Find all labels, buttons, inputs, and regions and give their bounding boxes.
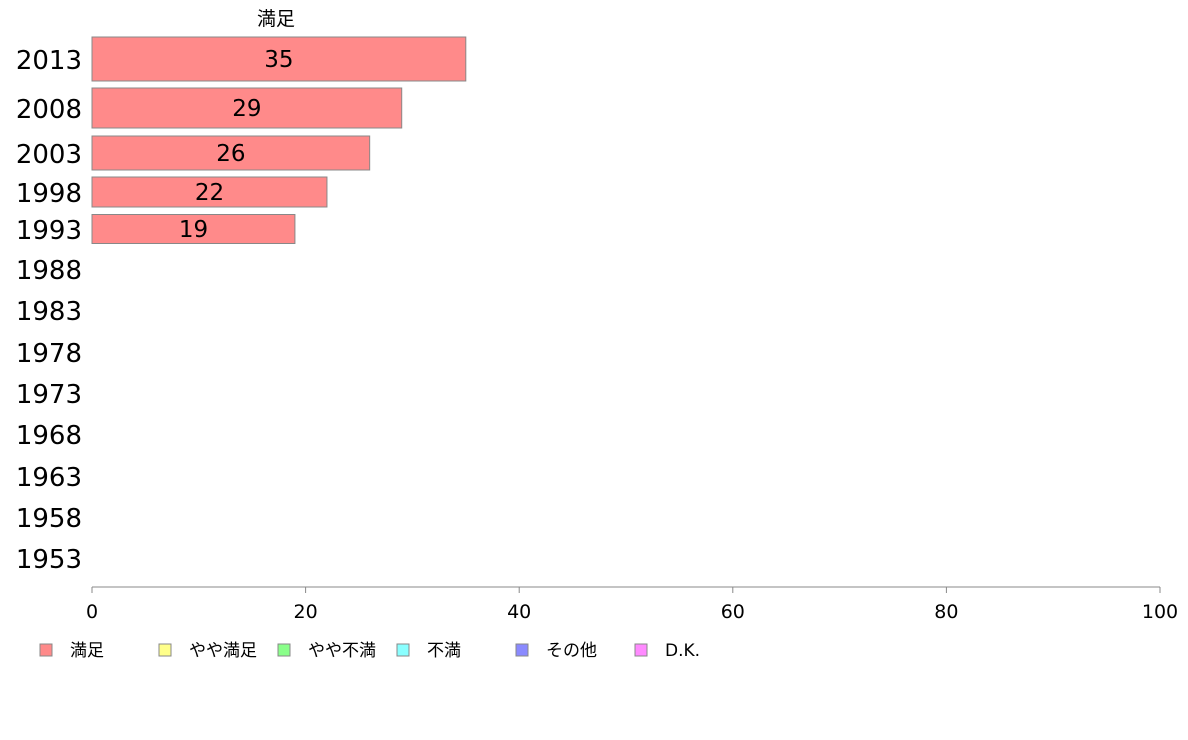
y-tick-label: 1968 [16, 421, 82, 451]
y-tick-label: 1993 [16, 216, 82, 246]
x-tick-label: 100 [1142, 601, 1178, 623]
x-axis: 0 20 40 60 80 100 [86, 586, 1178, 623]
legend-swatch [39, 643, 53, 657]
legend-swatch [634, 643, 648, 657]
legend-label: 満足 [70, 641, 104, 661]
x-tick-label: 60 [721, 601, 745, 623]
legend: 満足 やや満足 やや不満 不満 その他 D.K. [39, 641, 700, 661]
x-tick-label: 20 [294, 601, 318, 623]
legend-swatch [396, 643, 410, 657]
x-tick-label: 0 [86, 601, 98, 623]
y-axis-labels: 2013 2008 2003 1998 1993 1988 1983 1978 1973 1968… [16, 46, 82, 575]
x-tick-label: 80 [934, 601, 958, 623]
y-tick-label: 2008 [16, 95, 82, 125]
x-tick-label: 40 [507, 601, 531, 623]
y-tick-label: 1978 [16, 339, 82, 369]
y-tick-label: 1958 [16, 504, 82, 534]
bar [91, 176, 328, 208]
y-tick-label: 1998 [16, 179, 82, 209]
data-label: 22 [195, 180, 224, 206]
legend-label: やや満足 [189, 641, 257, 661]
data-label: 19 [179, 217, 208, 243]
legend-label: D.K. [665, 641, 700, 661]
series-header-label: 満足 [257, 8, 295, 30]
legend-label: やや不満 [308, 641, 376, 661]
bar [91, 214, 296, 244]
y-tick-label: 1983 [16, 297, 82, 327]
bar [91, 36, 467, 82]
y-tick-label: 1963 [16, 463, 82, 493]
legend-label: その他 [546, 641, 597, 661]
bar [91, 87, 403, 129]
data-label: 29 [232, 96, 261, 122]
bar [91, 135, 371, 171]
y-tick-label: 1988 [16, 256, 82, 286]
legend-swatch [515, 643, 529, 657]
y-tick-label: 1953 [16, 545, 82, 575]
legend-label: 不満 [427, 641, 461, 661]
legend-swatch [158, 643, 172, 657]
data-label: 35 [264, 47, 293, 73]
y-tick-label: 2003 [16, 140, 82, 170]
legend-swatch [277, 643, 291, 657]
y-tick-label: 1973 [16, 380, 82, 410]
data-label: 26 [216, 141, 245, 167]
y-tick-label: 2013 [16, 46, 82, 76]
